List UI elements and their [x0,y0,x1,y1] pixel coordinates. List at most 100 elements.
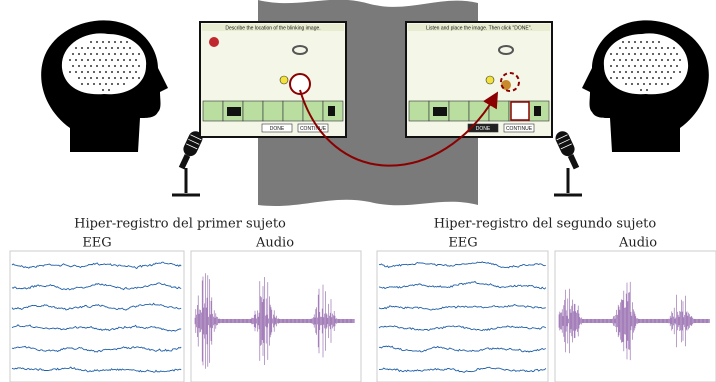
brain-dot [75,71,77,73]
eeg-panel [10,251,184,382]
brain-dot [625,59,627,61]
brain-dot [661,59,663,61]
brain-dot [640,77,642,79]
brain-dot [667,59,669,61]
brain-dot [108,89,110,91]
brain-dot [75,59,77,61]
brain-dot [99,47,101,49]
brain-dot [81,47,83,49]
icon-fruit [209,37,219,47]
brain-dot [114,41,116,43]
audio-label: Audio [618,236,657,251]
brain-dot [138,77,140,79]
brain-dot [619,59,621,61]
brain-dot [622,77,624,79]
brain-dot [658,41,660,43]
brain-dot [622,41,624,43]
brain-dot [99,83,101,85]
brain-dot [126,77,128,79]
brain-dot [120,53,122,55]
brain-dot [667,47,669,49]
brain-dot [117,83,119,85]
brain-dot [81,59,83,61]
brain-dot [72,65,74,67]
brain-dot [640,65,642,67]
brain-dot [96,65,98,67]
brain-dot [129,59,131,61]
brain-dot [75,47,77,49]
brain-dot [96,53,98,55]
brain-dot [622,65,624,67]
brain-dot [664,65,666,67]
brain-dot [643,47,645,49]
brain-dot [69,59,71,61]
slot [489,101,509,121]
brain-dot [631,47,633,49]
brain-dot [78,77,80,79]
brain-dot [111,59,113,61]
brain-dot [84,53,86,55]
brain-dot [102,89,104,91]
brain-dot [667,71,669,73]
brain-dot [655,59,657,61]
brain-dot [655,47,657,49]
eeg-panel [377,251,548,382]
brain-dot [123,83,125,85]
brain-dot [649,47,651,49]
mic-stand [172,168,200,195]
brain-dot [108,53,110,55]
brain-dot [652,77,654,79]
brain-dot [664,53,666,55]
brain-dot [114,77,116,79]
brain-dot [90,53,92,55]
button-label: DONE [270,126,285,132]
brain-dot [673,71,675,73]
brain-dot [649,71,651,73]
brain-dot [640,53,642,55]
brain-dot [643,59,645,61]
brain-dot [78,53,80,55]
brain-dot [96,77,98,79]
brain-dot [631,59,633,61]
brain-dot [628,77,630,79]
brain-dot [676,53,678,55]
brain-dot [610,77,612,79]
brain-dot [625,47,627,49]
brain-dot [610,65,612,67]
brain-dot [634,65,636,67]
brain-dot [637,59,639,61]
brain-dot [637,83,639,85]
brain-dot [640,89,642,91]
brain-dot [673,47,675,49]
brain-dot [679,59,681,61]
brain-dot [105,59,107,61]
brain-dot [138,65,140,67]
brain-dot [117,47,119,49]
brain-dot [78,65,80,67]
brain-dot [120,65,122,67]
brain-dot [652,41,654,43]
brain-dot [646,89,648,91]
brain-dot [81,83,83,85]
brain-dot [120,77,122,79]
brain-dot [679,71,681,73]
brain-dot [613,59,615,61]
brain-dot [126,65,128,67]
brain-dot [640,41,642,43]
brain-dot [634,53,636,55]
brain-dot [646,53,648,55]
brain-dot [93,47,95,49]
brain-dot [655,71,657,73]
button-label: CONTINUE [506,126,533,132]
icon-horse [433,107,447,116]
brain-dot [616,65,618,67]
brain-dot [634,77,636,79]
brain-dot [126,53,128,55]
brain-dot [96,41,98,43]
brain-dot [658,65,660,67]
icon-cat [328,106,335,116]
brain-dot [117,59,119,61]
brain-dot [102,53,104,55]
brain-dot [643,83,645,85]
brain-dot [102,77,104,79]
